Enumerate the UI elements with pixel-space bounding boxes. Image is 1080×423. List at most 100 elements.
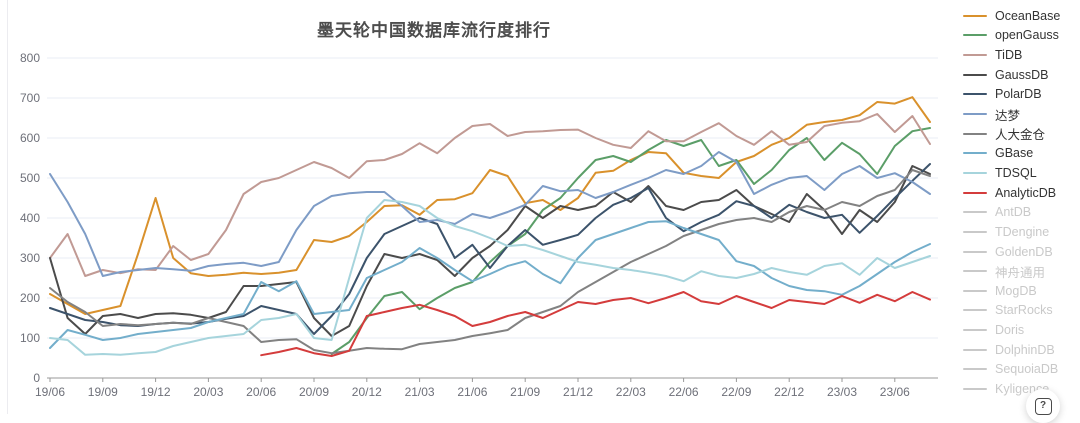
- svg-text:400: 400: [20, 211, 40, 225]
- legend-label: TiDB: [995, 48, 1023, 63]
- series-line-GBase: [49, 220, 931, 349]
- legend-swatch: [963, 289, 987, 292]
- legend-item-TDSQL[interactable]: TDSQL: [963, 163, 1080, 183]
- series-line-GaussDB: [49, 165, 931, 337]
- legend-label: GaussDB: [995, 67, 1049, 82]
- legend-label: AntDB: [995, 205, 1032, 220]
- legend-swatch: [963, 54, 987, 57]
- legend-label: 达梦: [995, 108, 1021, 123]
- legend-item-GaussDB[interactable]: GaussDB: [963, 65, 1080, 85]
- legend-item-神舟通用[interactable]: 神舟通用: [963, 261, 1080, 281]
- legend-swatch: [963, 250, 987, 253]
- series-line-达梦: [49, 151, 931, 277]
- legend-label: DolphinDB: [995, 342, 1055, 357]
- help-button[interactable]: ?: [1026, 389, 1060, 423]
- svg-text:800: 800: [20, 51, 40, 65]
- series-line-AnalyticDB: [260, 291, 931, 357]
- svg-text:600: 600: [20, 131, 40, 145]
- legend-item-SequoiaDB[interactable]: SequoiaDB: [963, 360, 1080, 380]
- legend: OceanBase openGauss TiDB GaussDB PolarDB 达梦人大…: [963, 6, 1080, 399]
- svg-text:21/12: 21/12: [563, 385, 593, 399]
- svg-text:0: 0: [33, 371, 40, 385]
- legend-item-AnalyticDB[interactable]: AnalyticDB: [963, 183, 1080, 203]
- legend-label: AnalyticDB: [995, 185, 1057, 200]
- legend-label: 神舟通用: [995, 265, 1046, 280]
- legend-label: GoldenDB: [995, 244, 1053, 259]
- svg-text:20/06: 20/06: [246, 385, 276, 399]
- legend-label: openGauss: [995, 28, 1059, 43]
- legend-item-GBase[interactable]: GBase: [963, 143, 1080, 163]
- svg-text:200: 200: [20, 291, 40, 305]
- svg-text:700: 700: [20, 91, 40, 105]
- series-line-TDSQL: [49, 199, 931, 356]
- legend-swatch: [963, 191, 987, 194]
- series-line-TiDB: [49, 113, 931, 277]
- svg-text:22/12: 22/12: [774, 385, 804, 399]
- legend-swatch: [963, 368, 987, 371]
- legend-item-PolarDB[interactable]: PolarDB: [963, 85, 1080, 105]
- legend-label: TDSQL: [995, 165, 1037, 180]
- legend-swatch: [963, 309, 987, 312]
- legend-item-AntDB[interactable]: AntDB: [963, 202, 1080, 222]
- legend-label: 人大金仓: [995, 128, 1046, 143]
- legend-swatch: [963, 171, 987, 174]
- x-axis: [47, 377, 938, 382]
- series-line-PolarDB: [49, 163, 931, 335]
- svg-text:500: 500: [20, 171, 40, 185]
- legend-item-StarRocks[interactable]: StarRocks: [963, 301, 1080, 321]
- legend-swatch: [963, 113, 987, 116]
- legend-item-Doris[interactable]: Doris: [963, 320, 1080, 340]
- legend-item-TiDB[interactable]: TiDB: [963, 45, 1080, 65]
- svg-text:20/03: 20/03: [193, 385, 223, 399]
- svg-text:22/09: 22/09: [721, 385, 751, 399]
- svg-text:20/12: 20/12: [352, 385, 382, 399]
- svg-text:21/06: 21/06: [457, 385, 487, 399]
- svg-text:20/09: 20/09: [299, 385, 329, 399]
- svg-text:22/03: 22/03: [616, 385, 646, 399]
- page-title: 墨天轮中国数据库流行度排行: [317, 21, 551, 40]
- series-line-openGauss: [330, 127, 931, 355]
- legend-item-openGauss[interactable]: openGauss: [963, 26, 1080, 46]
- legend-swatch: [963, 73, 987, 76]
- legend-item-OceanBase[interactable]: OceanBase: [963, 6, 1080, 26]
- legend-label: SequoiaDB: [995, 362, 1059, 377]
- svg-text:22/06: 22/06: [669, 385, 699, 399]
- svg-text:19/12: 19/12: [141, 385, 171, 399]
- series-line-OceanBase: [49, 96, 931, 315]
- series-line-人大金仓: [49, 169, 931, 355]
- legend-swatch: [963, 14, 987, 17]
- svg-text:21/09: 21/09: [510, 385, 540, 399]
- legend-label: Doris: [995, 323, 1025, 338]
- legend-swatch: [963, 211, 987, 214]
- legend-label: OceanBase: [995, 8, 1061, 23]
- x-axis-labels: 19/06 19/09 19/12 20/03 20/06 20/09 20/12 21/03…: [35, 385, 910, 399]
- legend-swatch: [963, 348, 987, 351]
- svg-text:300: 300: [20, 251, 40, 265]
- svg-text:19/09: 19/09: [88, 385, 118, 399]
- legend-label: PolarDB: [995, 87, 1042, 102]
- legend-swatch: [963, 152, 987, 155]
- svg-text:21/03: 21/03: [405, 385, 435, 399]
- legend-item-人大金仓[interactable]: 人大金仓: [963, 124, 1080, 144]
- legend-label: TDengine: [995, 224, 1050, 239]
- legend-swatch: [963, 132, 987, 135]
- svg-text:100: 100: [20, 331, 40, 345]
- legend-swatch: [963, 34, 987, 37]
- legend-item-TDengine[interactable]: TDengine: [963, 222, 1080, 242]
- legend-item-MogDB[interactable]: MogDB: [963, 281, 1080, 301]
- legend-item-Kyligence[interactable]: Kyligence: [963, 379, 1080, 399]
- legend-swatch: [963, 387, 987, 390]
- svg-text:23/06: 23/06: [880, 385, 910, 399]
- svg-text:23/03: 23/03: [827, 385, 857, 399]
- legend-label: GBase: [995, 146, 1034, 161]
- legend-item-达梦[interactable]: 达梦: [963, 104, 1080, 124]
- legend-label: StarRocks: [995, 303, 1053, 318]
- legend-item-GoldenDB[interactable]: GoldenDB: [963, 242, 1080, 262]
- legend-item-DolphinDB[interactable]: DolphinDB: [963, 340, 1080, 360]
- line-chart: 0 100 200 300 400 500 600 700 800 19/06 19/09 19/12…: [20, 51, 938, 399]
- svg-text:19/06: 19/06: [35, 385, 65, 399]
- y-axis-labels: 0 100 200 300 400 500 600 700 800: [20, 51, 40, 385]
- legend-swatch: [963, 230, 987, 233]
- legend-label: MogDB: [995, 283, 1037, 298]
- legend-swatch: [963, 93, 987, 96]
